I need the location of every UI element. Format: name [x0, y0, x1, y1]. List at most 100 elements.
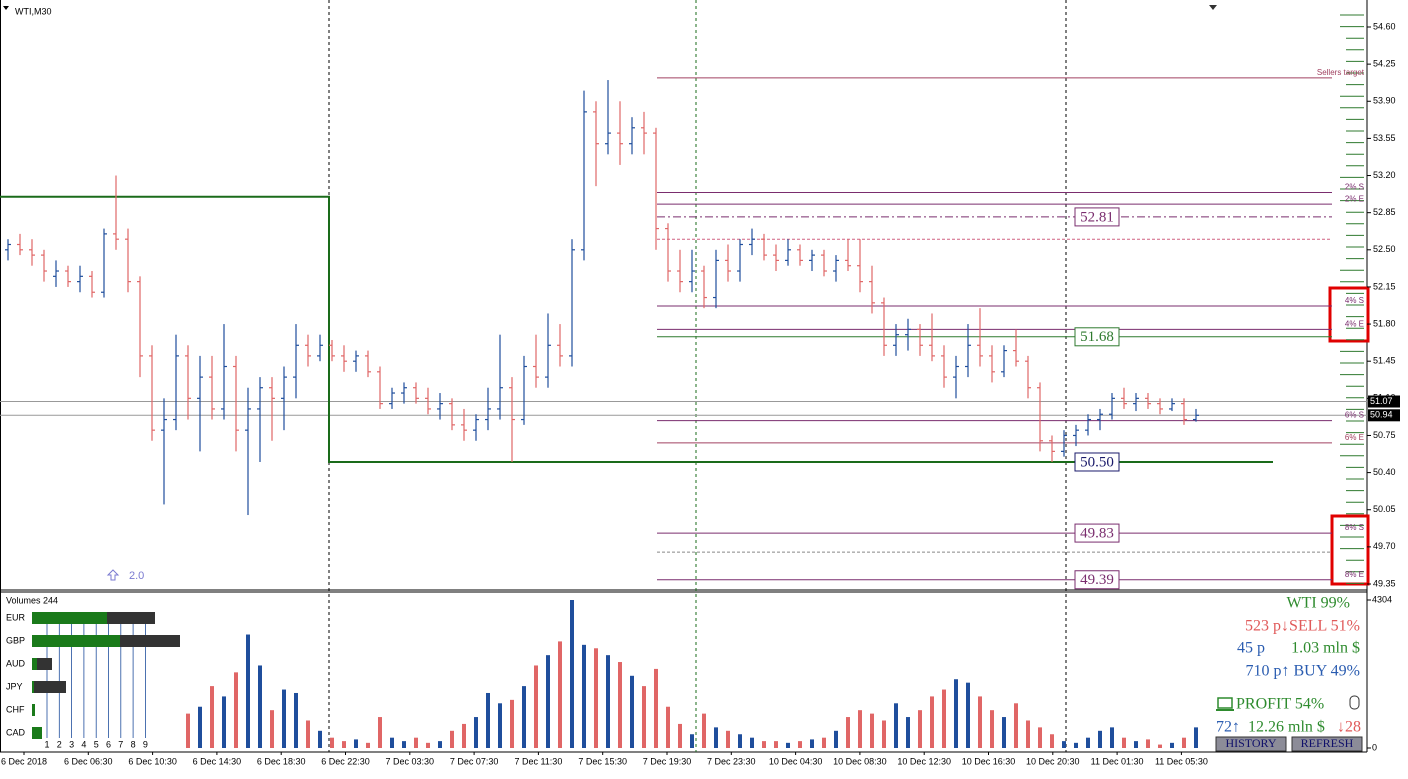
level-label: 6% S [1345, 411, 1364, 420]
volume-bar [714, 727, 718, 748]
level-value-box [1074, 207, 1120, 227]
volume-bar [894, 703, 898, 748]
volume-bar [330, 737, 334, 748]
volume-bar [1110, 727, 1114, 748]
menu-arrow[interactable] [3, 6, 9, 10]
volume-bar [1146, 739, 1150, 748]
time-label: 6 Dec 2018 [1, 756, 47, 766]
volume-bar [954, 679, 958, 748]
price-tick-label: 50.40 [1373, 467, 1396, 477]
currency-label-bg [2, 703, 30, 717]
currency-name: JPY [6, 681, 23, 691]
volume-bar [690, 734, 694, 748]
scale-label: 8 [131, 739, 136, 749]
level-label: 4% E [1345, 319, 1364, 328]
volume-bar [378, 717, 382, 748]
volume-bar [966, 682, 970, 748]
time-label: 10 Dec 04:30 [769, 756, 823, 766]
volume-bar [822, 737, 826, 748]
volume-bar [1026, 720, 1030, 748]
price-tick-label: 53.55 [1373, 133, 1396, 143]
level-value-box [1074, 452, 1120, 472]
volume-bar [270, 710, 274, 748]
volume-bar [1074, 742, 1078, 748]
volume-bar [558, 641, 562, 748]
price-tick-label: 52.15 [1373, 281, 1396, 291]
level-value-box [1074, 523, 1120, 543]
history-button[interactable] [1215, 736, 1287, 752]
down-count: ↓28 [1337, 719, 1361, 736]
volume-bar [390, 737, 394, 748]
level-label: Sellers target [1317, 68, 1365, 77]
volume-bar [666, 706, 670, 748]
volume-money: 12.26 mln $ [1248, 719, 1325, 736]
volume-bar [186, 713, 190, 748]
volume-bar [738, 734, 742, 748]
volume-bar [642, 686, 646, 748]
volume-bar [438, 741, 442, 748]
volume-bar [990, 710, 994, 748]
volume-bar [630, 675, 634, 748]
currency-buy [32, 681, 34, 693]
level-value-label: 49.83 [1080, 526, 1114, 542]
volume-bar [546, 655, 550, 748]
volume-bar [1194, 727, 1198, 748]
price-tick-label: 53.20 [1373, 170, 1396, 180]
history-button-label[interactable]: HISTORY [1225, 736, 1276, 750]
volume-bar [366, 742, 370, 748]
price-tick-label: 53.90 [1373, 96, 1396, 106]
volume-bar [318, 730, 322, 748]
volume-bar [846, 717, 850, 748]
volume-bar [726, 730, 730, 748]
time-label: 7 Dec 07:30 [450, 756, 499, 766]
points-stat: 45 p [1237, 640, 1265, 657]
currency-label-bg [2, 611, 30, 625]
refresh-button[interactable] [1291, 736, 1363, 752]
level-value-label: 50.50 [1080, 454, 1114, 470]
scale-label: 3 [69, 739, 74, 749]
time-label: 7 Dec 15:30 [578, 756, 627, 766]
volume-bar [1062, 741, 1066, 748]
level-label: 6% E [1345, 433, 1364, 442]
volume-bar [414, 737, 418, 748]
currency-sell [37, 658, 52, 670]
time-label: 10 Dec 16:30 [962, 756, 1016, 766]
mouse-icon[interactable] [1349, 695, 1360, 710]
volume-bar [1086, 737, 1090, 748]
price-tick-label: 50.05 [1373, 504, 1396, 514]
volume-bar [1158, 744, 1162, 748]
currency-buy [32, 704, 35, 716]
time-label: 7 Dec 23:30 [707, 756, 756, 766]
volume-tick-label: 0 [1372, 742, 1377, 752]
time-label: 10 Dec 08:30 [833, 756, 887, 766]
currency-buy [32, 727, 42, 739]
time-label: 7 Dec 19:30 [643, 756, 692, 766]
volume-bar [570, 600, 574, 748]
currency-sell [34, 681, 66, 693]
scale-label: 5 [94, 739, 99, 749]
strength: WTI 99% [1286, 595, 1350, 612]
time-label: 10 Dec 12:30 [897, 756, 951, 766]
level-label: 4% S [1345, 296, 1364, 305]
level-value-label: 49.39 [1080, 572, 1114, 588]
volume-bar [942, 689, 946, 748]
price-label: 50.94 [1370, 410, 1393, 420]
scale-label: 7 [118, 739, 123, 749]
currency-name: AUD [6, 658, 26, 668]
volume-bar [582, 644, 586, 748]
volume-bar [930, 696, 934, 748]
volume-bar [1050, 734, 1054, 748]
scale-label: 9 [143, 739, 148, 749]
volume-bar [762, 741, 766, 748]
time-label: 11 Dec 01:30 [1091, 756, 1144, 766]
stats-panel: WTI 99% 523 p↓SELL 51% 45 p 1.03 mln $ 7… [1215, 595, 1363, 752]
price-label-box [1368, 409, 1400, 422]
time-label: 6 Dec 06:30 [64, 756, 113, 766]
up-count: 72↑ [1216, 719, 1240, 736]
volume-bar [486, 692, 490, 748]
volume-bar [870, 713, 874, 748]
refresh-button-label[interactable]: REFRESH [1301, 736, 1354, 750]
currency-sell [107, 612, 155, 624]
level-value-label: 51.68 [1080, 329, 1114, 345]
